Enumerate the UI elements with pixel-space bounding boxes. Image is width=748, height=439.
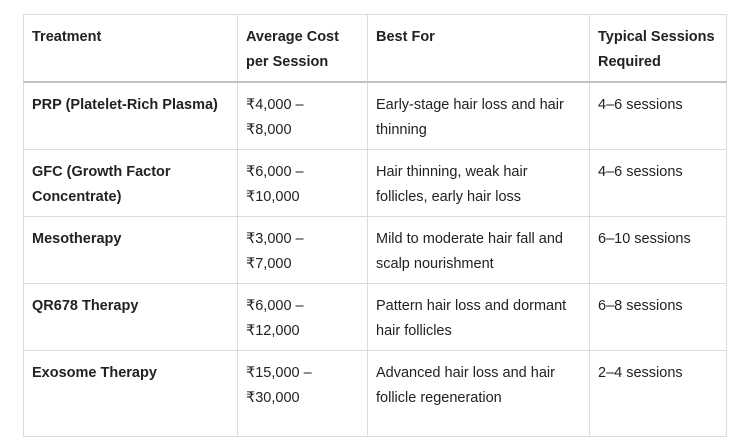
table-row: GFC (Growth Factor Concentrate) ₹6,000 – … <box>23 149 727 217</box>
table-cell: ₹15,000 – ₹30,000 <box>237 350 368 437</box>
table-cell: GFC (Growth Factor Concentrate) <box>23 149 238 217</box>
cell-text: 2–4 sessions <box>598 365 683 381</box>
header-text: Treatment <box>32 29 102 45</box>
header-cell: Best For <box>367 14 590 83</box>
header-text: Typical Sessions Required <box>598 29 715 70</box>
table-row: PRP (Platelet-Rich Plasma) ₹4,000 – ₹8,00… <box>23 81 727 150</box>
cell-text: ₹3,000 – ₹7,000 <box>246 231 304 272</box>
header-cell: Treatment <box>23 14 238 83</box>
cell-text: ₹15,000 – ₹30,000 <box>246 365 312 406</box>
table-cell: ₹3,000 – ₹7,000 <box>237 216 368 284</box>
table-cell: 4–6 sessions <box>589 149 727 217</box>
cell-text: Advanced hair loss and hair follicle reg… <box>376 365 555 406</box>
header-text: Best For <box>376 29 435 45</box>
table-cell: Mild to moderate hair fall and scalp nou… <box>367 216 590 284</box>
cell-text: QR678 Therapy <box>32 298 139 314</box>
cell-text: Early-stage hair loss and hair thinning <box>376 97 564 138</box>
table-cell: ₹6,000 – ₹10,000 <box>237 149 368 217</box>
cell-text: ₹6,000 – ₹10,000 <box>246 164 304 205</box>
table-cell: 6–8 sessions <box>589 283 727 351</box>
cell-text: ₹4,000 – ₹8,000 <box>246 97 304 138</box>
cell-text: 6–8 sessions <box>598 298 683 314</box>
cell-text: Exosome Therapy <box>32 365 157 381</box>
table-cell: Advanced hair loss and hair follicle reg… <box>367 350 590 437</box>
table-cell: PRP (Platelet-Rich Plasma) <box>23 81 238 150</box>
header-row: Treatment Average Cost per Session Best Fo… <box>23 14 727 83</box>
cell-text: 4–6 sessions <box>598 164 683 180</box>
table-row: Exosome Therapy ₹15,000 – ₹30,000 Advanced… <box>23 350 727 437</box>
table-cell: 2–4 sessions <box>589 350 727 437</box>
cell-text: GFC (Growth Factor Concentrate) <box>32 164 171 205</box>
cell-text: Mesotherapy <box>32 231 122 247</box>
table-row: QR678 Therapy ₹6,000 – ₹12,000 Pattern hai… <box>23 283 727 351</box>
header-cell: Average Cost per Session <box>237 14 368 83</box>
table-cell: Pattern hair loss and dormant hair folli… <box>367 283 590 351</box>
header-cell: Typical Sessions Required <box>589 14 727 83</box>
table-cell: 4–6 sessions <box>589 81 727 150</box>
table-cell: Mesotherapy <box>23 216 238 284</box>
cell-text: Mild to moderate hair fall and scalp nou… <box>376 231 563 272</box>
cell-text: 6–10 sessions <box>598 231 691 247</box>
cell-text: 4–6 sessions <box>598 97 683 113</box>
cell-text: ₹6,000 – ₹12,000 <box>246 298 304 339</box>
table-body: PRP (Platelet-Rich Plasma) ₹4,000 – ₹8,00… <box>23 81 727 437</box>
cell-text: Pattern hair loss and dormant hair folli… <box>376 298 567 339</box>
table-cell: ₹4,000 – ₹8,000 <box>237 81 368 150</box>
table-cell: 6–10 sessions <box>589 216 727 284</box>
cell-text: Hair thinning, weak hair follicles, earl… <box>376 164 528 205</box>
table-cell: QR678 Therapy <box>23 283 238 351</box>
treatment-table: Treatment Average Cost per Session Best Fo… <box>23 14 727 437</box>
table-cell: ₹6,000 – ₹12,000 <box>237 283 368 351</box>
cell-text: PRP (Platelet-Rich Plasma) <box>32 97 218 113</box>
table-cell: Hair thinning, weak hair follicles, earl… <box>367 149 590 217</box>
header-text: Average Cost per Session <box>246 29 339 70</box>
table-cell: Exosome Therapy <box>23 350 238 437</box>
table-cell: Early-stage hair loss and hair thinning <box>367 81 590 150</box>
table-row: Mesotherapy ₹3,000 – ₹7,000 Mild to modera… <box>23 216 727 284</box>
